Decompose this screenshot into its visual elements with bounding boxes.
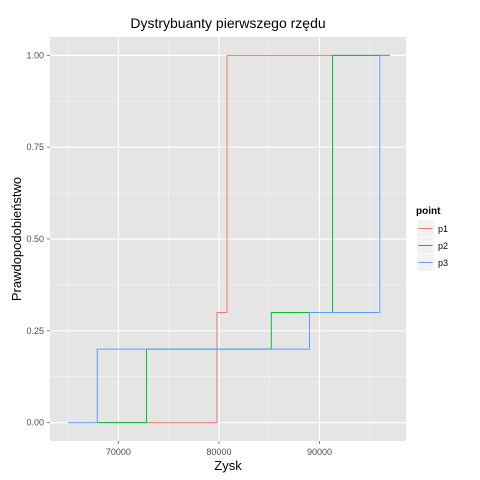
legend: point p1 p2 p3 — [416, 206, 448, 272]
x-tick-label: 70000 — [106, 447, 131, 457]
series-lines — [68, 54, 390, 424]
x-tick-label: 80000 — [206, 447, 231, 457]
legend-label-p2: p2 — [438, 241, 448, 251]
y-tick-label: 0.50 — [26, 234, 44, 244]
legend-label-p1: p1 — [438, 224, 448, 234]
chart-title: Dystrybuanty pierwszego rzędu — [130, 15, 325, 31]
axis-ticks: 70000 80000 90000 0.00 0.25 0.50 0.75 1.00 — [26, 50, 332, 457]
legend-title: point — [416, 206, 441, 217]
y-tick-label: 0.25 — [26, 326, 44, 336]
y-tick-label: 1.00 — [26, 50, 44, 60]
series-line-p3 — [68, 54, 390, 424]
x-axis-title: Zysk — [214, 458, 242, 473]
series-line-p1 — [97, 54, 390, 424]
x-tick-label: 90000 — [307, 447, 332, 457]
series-line-p2 — [97, 54, 390, 424]
y-tick-label: 0.75 — [26, 142, 44, 152]
y-tick-label: 0.00 — [26, 418, 44, 428]
y-axis-title: Prawdopodobieństwo — [9, 177, 24, 301]
legend-label-p3: p3 — [438, 258, 448, 268]
